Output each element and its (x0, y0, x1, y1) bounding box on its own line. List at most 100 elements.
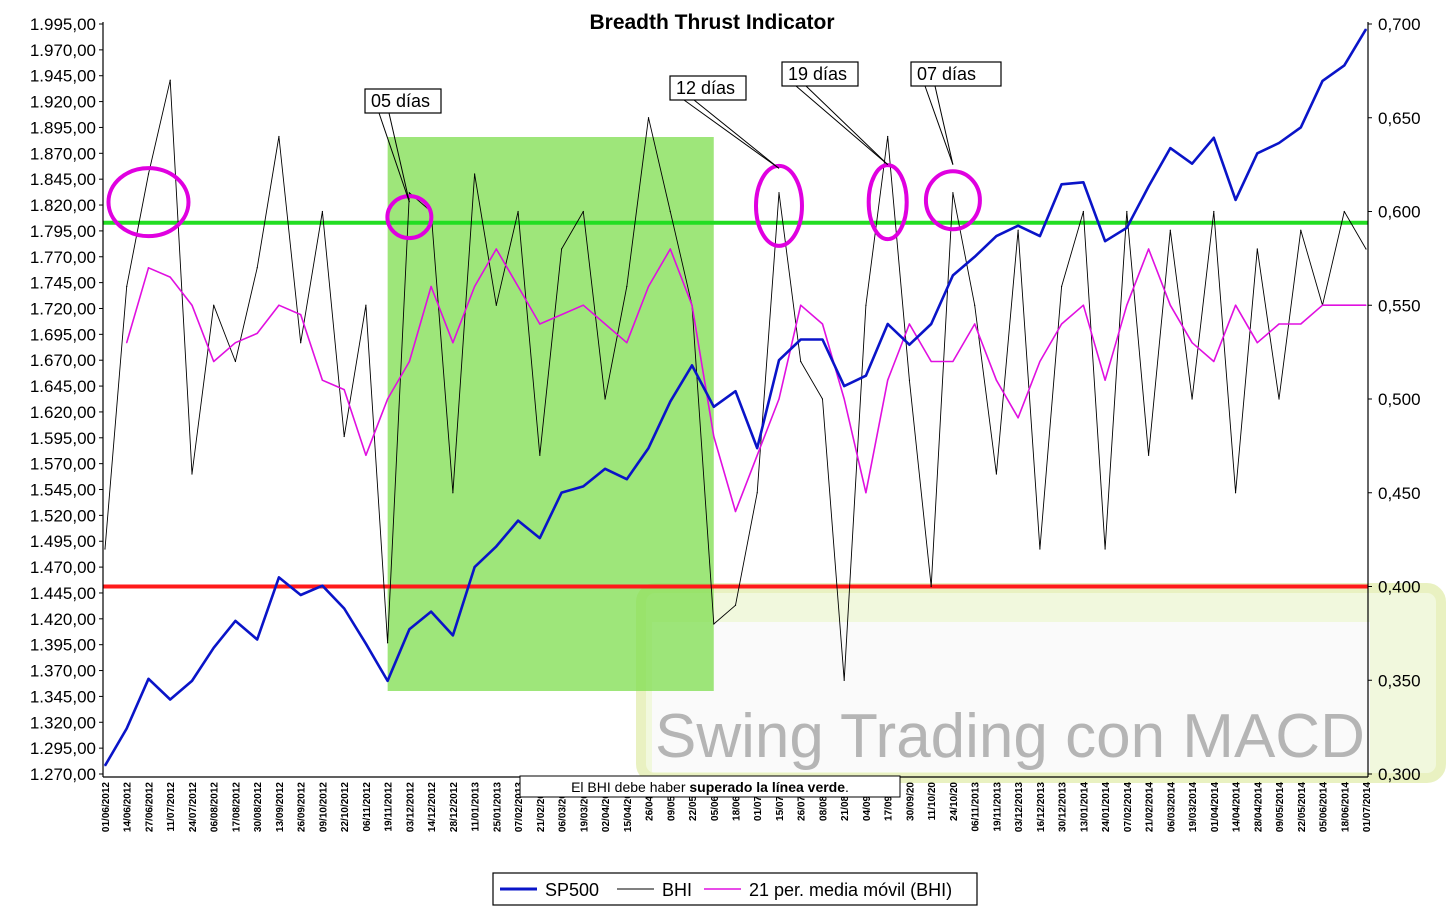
point-2-17 (495, 248, 497, 250)
point-1-5 (213, 304, 215, 306)
point-0-5 (213, 647, 215, 649)
x-tick-24: 15/04/2013 (623, 782, 634, 832)
point-0-21 (560, 492, 563, 494)
point-2-39 (974, 323, 976, 325)
x-tick-51: 01/04/2014 (1210, 782, 1221, 832)
point-2-6 (256, 332, 258, 334)
left-tick-13: 1.670,00 (30, 351, 96, 370)
left-tick-20: 1.495,00 (30, 532, 96, 551)
point-2-52 (1256, 342, 1258, 344)
point-0-33 (821, 338, 824, 341)
right-tick-1: 0,650 (1378, 109, 1421, 128)
x-tick-21: 06/03/2013 (558, 782, 569, 832)
point-0-51 (1213, 137, 1215, 139)
threshold-circle-1 (385, 194, 434, 241)
point-0-26 (669, 400, 671, 403)
point-2-22 (604, 323, 606, 325)
x-tick-31: 15/07/20 (775, 782, 786, 821)
point-0-10 (321, 585, 324, 587)
x-tick-30: 01/07/20 (753, 782, 764, 821)
left-tick-23: 1.420,00 (30, 610, 96, 629)
x-tick-20: 21/02/2013 (536, 782, 547, 832)
point-1-17 (474, 173, 476, 175)
point-2-48 (1169, 304, 1171, 306)
x-tick-40: 06/11/2013 (971, 782, 982, 832)
right-tick-2: 0,600 (1378, 203, 1421, 222)
x-tick-9: 26/09/2012 (297, 782, 308, 832)
point-0-2 (147, 678, 150, 680)
point-1-26 (669, 210, 671, 213)
point-0-50 (1191, 163, 1193, 165)
point-2-23 (626, 342, 628, 344)
point-2-13 (408, 360, 410, 363)
x-tick-17: 11/01/2013 (471, 782, 482, 832)
x-tick-56: 05/06/2014 (1319, 782, 1330, 832)
point-0-39 (952, 274, 954, 276)
callout-label-2: 19 días (788, 64, 847, 84)
point-1-32 (800, 360, 802, 363)
point-1-2 (147, 173, 150, 175)
point-0-4 (191, 680, 193, 682)
point-0-49 (1169, 147, 1171, 149)
left-tick-19: 1.520,00 (30, 506, 96, 525)
note-box: El BHI debe haber superado la línea verd… (519, 775, 901, 798)
point-2-32 (821, 323, 824, 325)
point-2-21 (582, 304, 584, 306)
x-tick-29: 18/06/20 (732, 782, 743, 821)
x-tick-55: 22/05/2014 (1297, 782, 1308, 832)
point-2-55 (1321, 304, 1324, 306)
point-0-30 (756, 447, 758, 449)
point-1-51 (1213, 210, 1215, 213)
x-tick-47: 07/02/2014 (1123, 782, 1134, 832)
point-0-38 (930, 323, 932, 325)
x-tick-26: 09/05/20 (666, 782, 677, 821)
point-1-53 (1256, 248, 1258, 250)
point-1-9 (300, 342, 302, 344)
point-2-1 (147, 267, 150, 269)
x-tick-34: 21/08/20 (840, 782, 851, 821)
point-0-8 (278, 576, 280, 579)
series-21-per-media-m-vil-bhi- (125, 248, 1366, 513)
point-0-16 (452, 634, 454, 636)
point-2-57 (1365, 304, 1367, 306)
x-tick-32: 26/07/20 (797, 782, 808, 821)
point-2-5 (234, 342, 237, 344)
point-1-12 (365, 304, 367, 306)
left-tick-25: 1.370,00 (30, 662, 96, 681)
point-0-57 (1343, 64, 1345, 66)
point-2-7 (278, 304, 280, 306)
x-tick-46: 24/01/2014 (1101, 782, 1112, 832)
x-tick-6: 17/08/2012 (231, 782, 242, 832)
x-tick-1: 14/06/2012 (123, 782, 134, 832)
x-tick-52: 14/04/2014 (1232, 782, 1243, 832)
point-0-7 (256, 638, 258, 641)
point-1-21 (560, 248, 563, 250)
point-2-34 (865, 492, 867, 494)
point-2-3 (191, 304, 193, 306)
point-1-14 (408, 192, 410, 194)
point-2-44 (1082, 304, 1084, 306)
point-0-34 (843, 385, 845, 387)
callouts: 05 días 12 días 19 días 07 días (364, 61, 1002, 203)
callout-label-3: 07 días (917, 64, 976, 84)
x-tick-7: 30/08/2012 (253, 782, 264, 832)
left-tick-27: 1.320,00 (30, 713, 96, 732)
x-tick-37: 30/09/20 (905, 782, 916, 821)
point-0-56 (1321, 80, 1324, 82)
x-tick-11: 22/10/2012 (340, 782, 351, 832)
point-0-55 (1300, 126, 1302, 129)
x-tick-43: 16/12/2013 (1036, 782, 1047, 832)
point-2-28 (734, 510, 737, 513)
x-tick-27: 22/05/20 (688, 782, 699, 821)
point-1-41 (995, 473, 997, 475)
right-tick-5: 0,450 (1378, 484, 1421, 503)
x-tick-58: 01/07/2014 (1362, 782, 1373, 832)
series-layer (103, 28, 1368, 767)
point-2-24 (647, 285, 650, 288)
threshold-circles (106, 163, 982, 248)
x-tick-45: 13/01/2014 (1079, 782, 1090, 832)
point-1-11 (343, 435, 345, 438)
point-2-26 (691, 304, 693, 306)
point-0-24 (626, 478, 628, 480)
